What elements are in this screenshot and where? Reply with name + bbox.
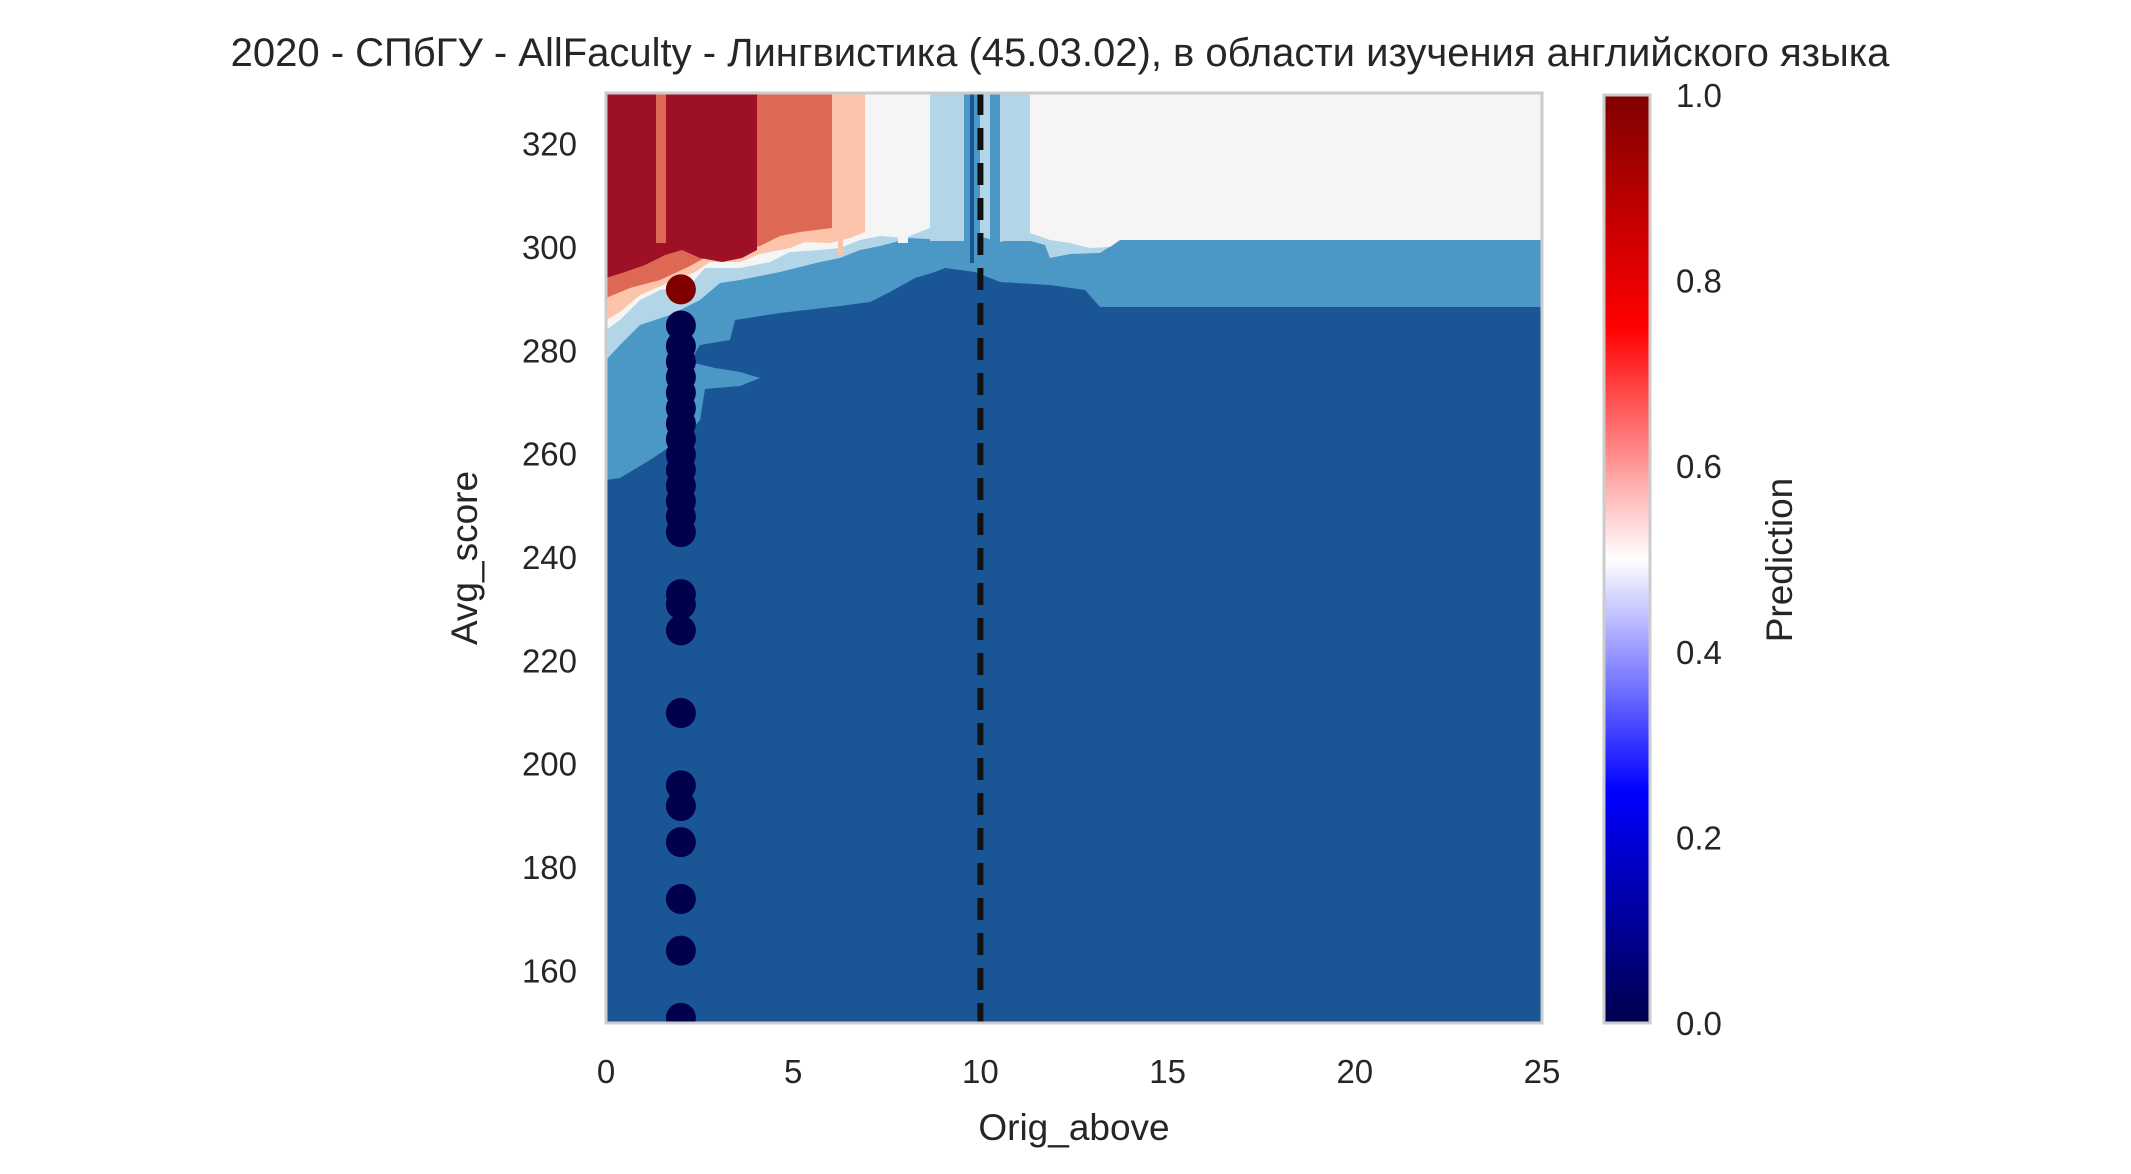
y-tick-label: 280 (522, 332, 577, 369)
colorbar-tick-label: 0.0 (1676, 1005, 1722, 1042)
data-point (665, 517, 696, 548)
plot-area (606, 93, 1542, 1023)
colorbar (1602, 93, 1652, 1025)
x-tick-label: 5 (784, 1053, 802, 1090)
y-tick-label: 260 (522, 436, 577, 473)
y-tick-label: 320 (522, 126, 577, 163)
y-axis-label: Avg_score (444, 471, 485, 645)
points-layer (665, 274, 696, 1023)
plot-frame (604, 91, 1544, 1025)
x-tick-label: 0 (597, 1053, 615, 1090)
y-tick-label: 300 (522, 229, 577, 266)
data-point (665, 310, 696, 341)
region-level-0.35-band-2 (1002, 93, 1030, 241)
data-point (665, 791, 696, 821)
x-axis-ticks: 0 5 10 15 20 25 (597, 1053, 1561, 1090)
colorbar-tick-label: 0.8 (1676, 263, 1722, 300)
chart-title: 2020 - СПбГУ - AllFaculty - Лингвистика … (231, 31, 1891, 75)
colorbar-tick-label: 0.4 (1676, 634, 1722, 671)
y-axis-ticks: 160 180 200 220 240 260 280 300 320 (522, 126, 577, 990)
y-tick-label: 160 (522, 952, 577, 989)
colorbar-tick-label: 0.6 (1676, 448, 1722, 485)
x-tick-label: 25 (1524, 1053, 1561, 1090)
data-point (665, 935, 696, 966)
x-tick-label: 20 (1336, 1053, 1373, 1090)
data-point (665, 884, 696, 914)
data-point (665, 274, 696, 305)
data-point (665, 827, 696, 858)
y-tick-label: 220 (522, 642, 577, 679)
y-tick-label: 200 (522, 746, 577, 783)
region-level-0.35-band-1 (930, 93, 966, 241)
colorbar-ticks: 0.0 0.2 0.4 0.6 0.8 1.0 (1676, 77, 1722, 1042)
data-point (665, 1002, 696, 1023)
region-level-0.8-notch (656, 93, 666, 243)
x-tick-label: 15 (1149, 1053, 1186, 1090)
data-point (665, 698, 696, 728)
data-point (665, 615, 696, 646)
region-level-0.95 (606, 93, 757, 278)
colorbar-tick-label: 0.2 (1676, 819, 1722, 856)
colorbar-label: Prediction (1759, 478, 1800, 643)
x-axis-label: Orig_above (978, 1107, 1169, 1148)
region-level-0.05-band-1 (970, 93, 974, 263)
region-level-0.2-band-2 (990, 93, 1000, 258)
y-tick-label: 180 (522, 849, 577, 886)
data-point (665, 589, 696, 620)
region-level-0.65-strip (838, 93, 843, 255)
colorbar-tick-label: 1.0 (1676, 77, 1722, 114)
region-level-0.5-strip (898, 93, 908, 243)
y-tick-label: 240 (522, 539, 577, 576)
x-tick-label: 10 (962, 1053, 999, 1090)
data-point (665, 770, 696, 801)
